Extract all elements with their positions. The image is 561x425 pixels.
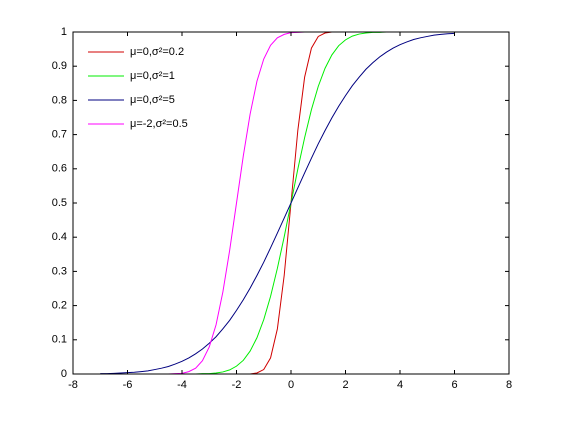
x-tick-label: 8 (506, 379, 512, 391)
y-tick-label: 0.2 (52, 300, 67, 312)
y-tick-label: 0.4 (52, 231, 67, 243)
legend-label: μ=0,σ²=0.2 (130, 46, 184, 58)
y-tick-label: 1 (61, 26, 67, 38)
x-tick-label: -4 (177, 379, 187, 391)
y-tick-label: 0.1 (52, 334, 67, 346)
y-tick-label: 0.6 (52, 163, 67, 175)
x-tick-label: 4 (397, 379, 403, 391)
line (100, 32, 455, 375)
y-tick-label: 0.9 (52, 60, 67, 72)
x-tick-label: 0 (288, 379, 294, 391)
x-tick-label: 2 (342, 379, 348, 391)
y-tick-label: 0 (61, 368, 67, 380)
x-tick-label: -2 (232, 379, 242, 391)
x-tick-label: -8 (68, 379, 78, 391)
legend-label: μ=-2,σ²=0.5 (130, 118, 188, 130)
x-tick-label: 6 (451, 379, 457, 391)
legend-label: μ=0,σ²=1 (130, 70, 175, 82)
y-tick-label: 0.5 (52, 197, 67, 209)
y-tick-label: 0.7 (52, 129, 67, 141)
legend-label: μ=0,σ²=5 (130, 94, 175, 106)
x-tick-label: -6 (123, 379, 133, 391)
y-tick-label: 0.8 (52, 94, 67, 106)
y-tick-label: 0.3 (52, 265, 67, 277)
